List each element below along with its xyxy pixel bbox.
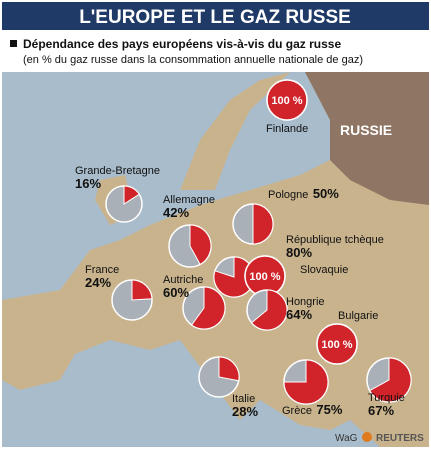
scandinavia (180, 72, 290, 190)
country-name: République tchèque (286, 234, 384, 246)
country-label: Pologne 50% (268, 185, 339, 202)
country-name: Bulgarie (338, 310, 378, 322)
country-name: Finlande (266, 123, 308, 135)
pie-wedge (266, 79, 308, 121)
country-value: 16% (75, 176, 101, 191)
country-value: 24% (85, 275, 111, 290)
country-value: 50% (313, 186, 339, 201)
country-name: Allemagne (163, 194, 215, 206)
pie-label: 100 % (321, 339, 352, 351)
pie-wedge (213, 256, 255, 298)
title-bar (2, 2, 429, 30)
pie-wedge (316, 323, 358, 365)
pie-wedge (250, 289, 288, 331)
pie-wedge (283, 359, 329, 405)
country-name: Autriche (163, 274, 203, 286)
title: L'EUROPE ET LE GAZ RUSSE (79, 7, 351, 28)
country-value: 75% (316, 402, 342, 417)
country-value: 60% (163, 285, 189, 300)
country-name: Italie (232, 393, 255, 405)
pie-wedge (190, 286, 226, 330)
country-name: Hongrie (286, 296, 325, 308)
country-name: Turquie (368, 392, 405, 404)
country-label: Grèce 75% (282, 401, 343, 418)
source: REUTERS (376, 433, 424, 444)
country-name: Slovaquie (300, 264, 348, 276)
country-value: 42% (163, 205, 189, 220)
country-value: 64% (286, 307, 312, 322)
country-name: Pologne (268, 189, 308, 201)
country-name: France (85, 264, 119, 276)
note: (en % du gaz russe dans la consommation … (23, 54, 363, 66)
pie-wedge (252, 203, 274, 245)
pie-wedge (123, 185, 140, 205)
pie-wedge (218, 356, 240, 382)
country-value: 67% (368, 403, 394, 418)
reuters-logo (362, 432, 372, 442)
country-name: Grande-Bretagne (75, 165, 160, 177)
region-label: RUSSIE (340, 122, 392, 138)
pie-wedge (189, 224, 212, 266)
pie-label: 100 % (249, 271, 280, 283)
subtitle: Dépendance des pays européens vis-à-vis … (23, 37, 341, 51)
agency: WaG (335, 433, 358, 444)
russia (305, 72, 429, 205)
country-value: 80% (286, 245, 312, 260)
country-name: Grèce (282, 405, 312, 417)
pie-label: 100 % (271, 95, 302, 107)
pie-wedge (369, 357, 412, 403)
bullet (10, 40, 17, 47)
iberia (2, 320, 80, 390)
pie-wedge (131, 279, 153, 301)
country-value: 28% (232, 404, 258, 419)
